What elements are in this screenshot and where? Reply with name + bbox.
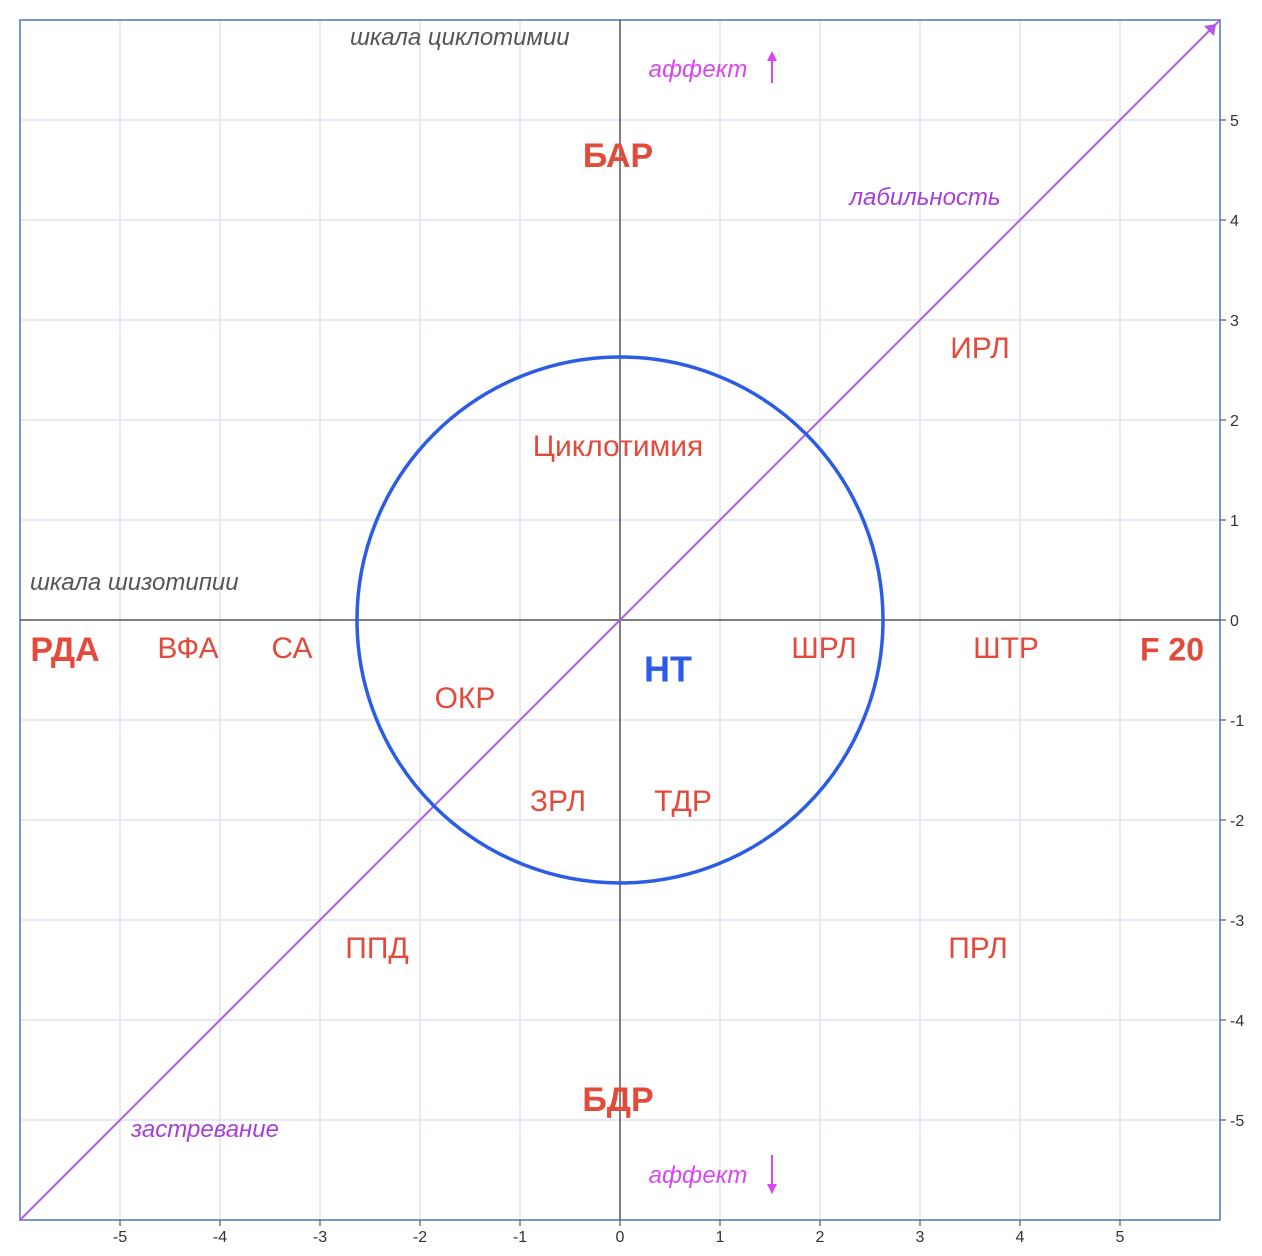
diagnosis-label-9: ШРЛ (791, 632, 857, 665)
y-tick-label: 1 (1230, 513, 1239, 530)
x-tick-label: 3 (916, 1229, 925, 1246)
y-tick-label: 3 (1230, 313, 1239, 330)
x-tick-label: 2 (816, 1229, 825, 1246)
affect-arrowhead (767, 51, 777, 61)
x-tick-label: -1 (513, 1229, 527, 1246)
y-tick-label: 0 (1230, 613, 1239, 630)
diagonal-arrowhead (1204, 24, 1216, 36)
diagnosis-label-8: Циклотимия (533, 430, 703, 463)
y-tick-label: 4 (1230, 213, 1239, 230)
y-tick-label: 2 (1230, 413, 1239, 430)
diagnosis-label-15: ПРЛ (948, 932, 1008, 965)
diagnosis-label-3: F 20 (1140, 631, 1204, 667)
y-tick-label: -1 (1230, 713, 1244, 730)
diagnosis-label-14: ППД (345, 932, 408, 965)
y-tick-label: -2 (1230, 813, 1244, 830)
y-tick-label: -3 (1230, 913, 1244, 930)
x-tick-label: 0 (616, 1229, 625, 1246)
diagnosis-label-7: ИРЛ (950, 332, 1010, 365)
diagnosis-label-2: РДА (30, 631, 99, 669)
diagnosis-label-13: ТДР (654, 785, 712, 818)
chart-annotations: шкала циклотимии шкала шизотипии лабильнос… (30, 24, 1204, 1194)
axis-caption-1: шкала шизотипии (30, 569, 239, 596)
diagnosis-label-5: ВФА (157, 632, 218, 665)
diagnosis-label-12: ЗРЛ (530, 785, 586, 818)
axis-caption-0: шкала циклотимии (350, 24, 570, 51)
x-tick-label: -5 (113, 1229, 127, 1246)
x-tick-label: -3 (313, 1229, 327, 1246)
y-tick-label: 5 (1230, 113, 1239, 130)
y-tick-label: -4 (1230, 1013, 1244, 1030)
diagnosis-label-4: НТ (644, 649, 692, 690)
axis-caption-5: аффект (649, 1162, 748, 1189)
diagnosis-label-0: БАР (583, 137, 653, 175)
tick-labels: -5 -4 -3 -2 -1 0 1 2 3 4 5 5 4 3 2 1 0 -1 -2 -3 -4 -5 (113, 113, 1244, 1246)
x-tick-label: 4 (1016, 1229, 1025, 1246)
axis-caption-2: лабильность (847, 184, 1000, 211)
chart-shapes (20, 20, 1220, 1220)
diagnosis-label-11: ОКР (435, 682, 496, 715)
normal-range-circle (355, 355, 885, 885)
x-tick-label: -4 (213, 1229, 227, 1246)
x-tick-label: 1 (716, 1229, 725, 1246)
affect-arrowhead (767, 1184, 777, 1194)
lability-diagonal-line (20, 20, 1220, 1220)
x-tick-label: -2 (413, 1229, 427, 1246)
diagnosis-label-1: БДР (582, 1081, 653, 1119)
axis-caption-3: застревание (130, 1116, 279, 1143)
diagnosis-label-6: СА (271, 632, 312, 665)
x-tick-label: 5 (1116, 1229, 1125, 1246)
diagnosis-label-10: ШТР (973, 632, 1039, 665)
y-tick-label: -5 (1230, 1113, 1244, 1130)
axis-caption-4: аффект (649, 56, 748, 83)
